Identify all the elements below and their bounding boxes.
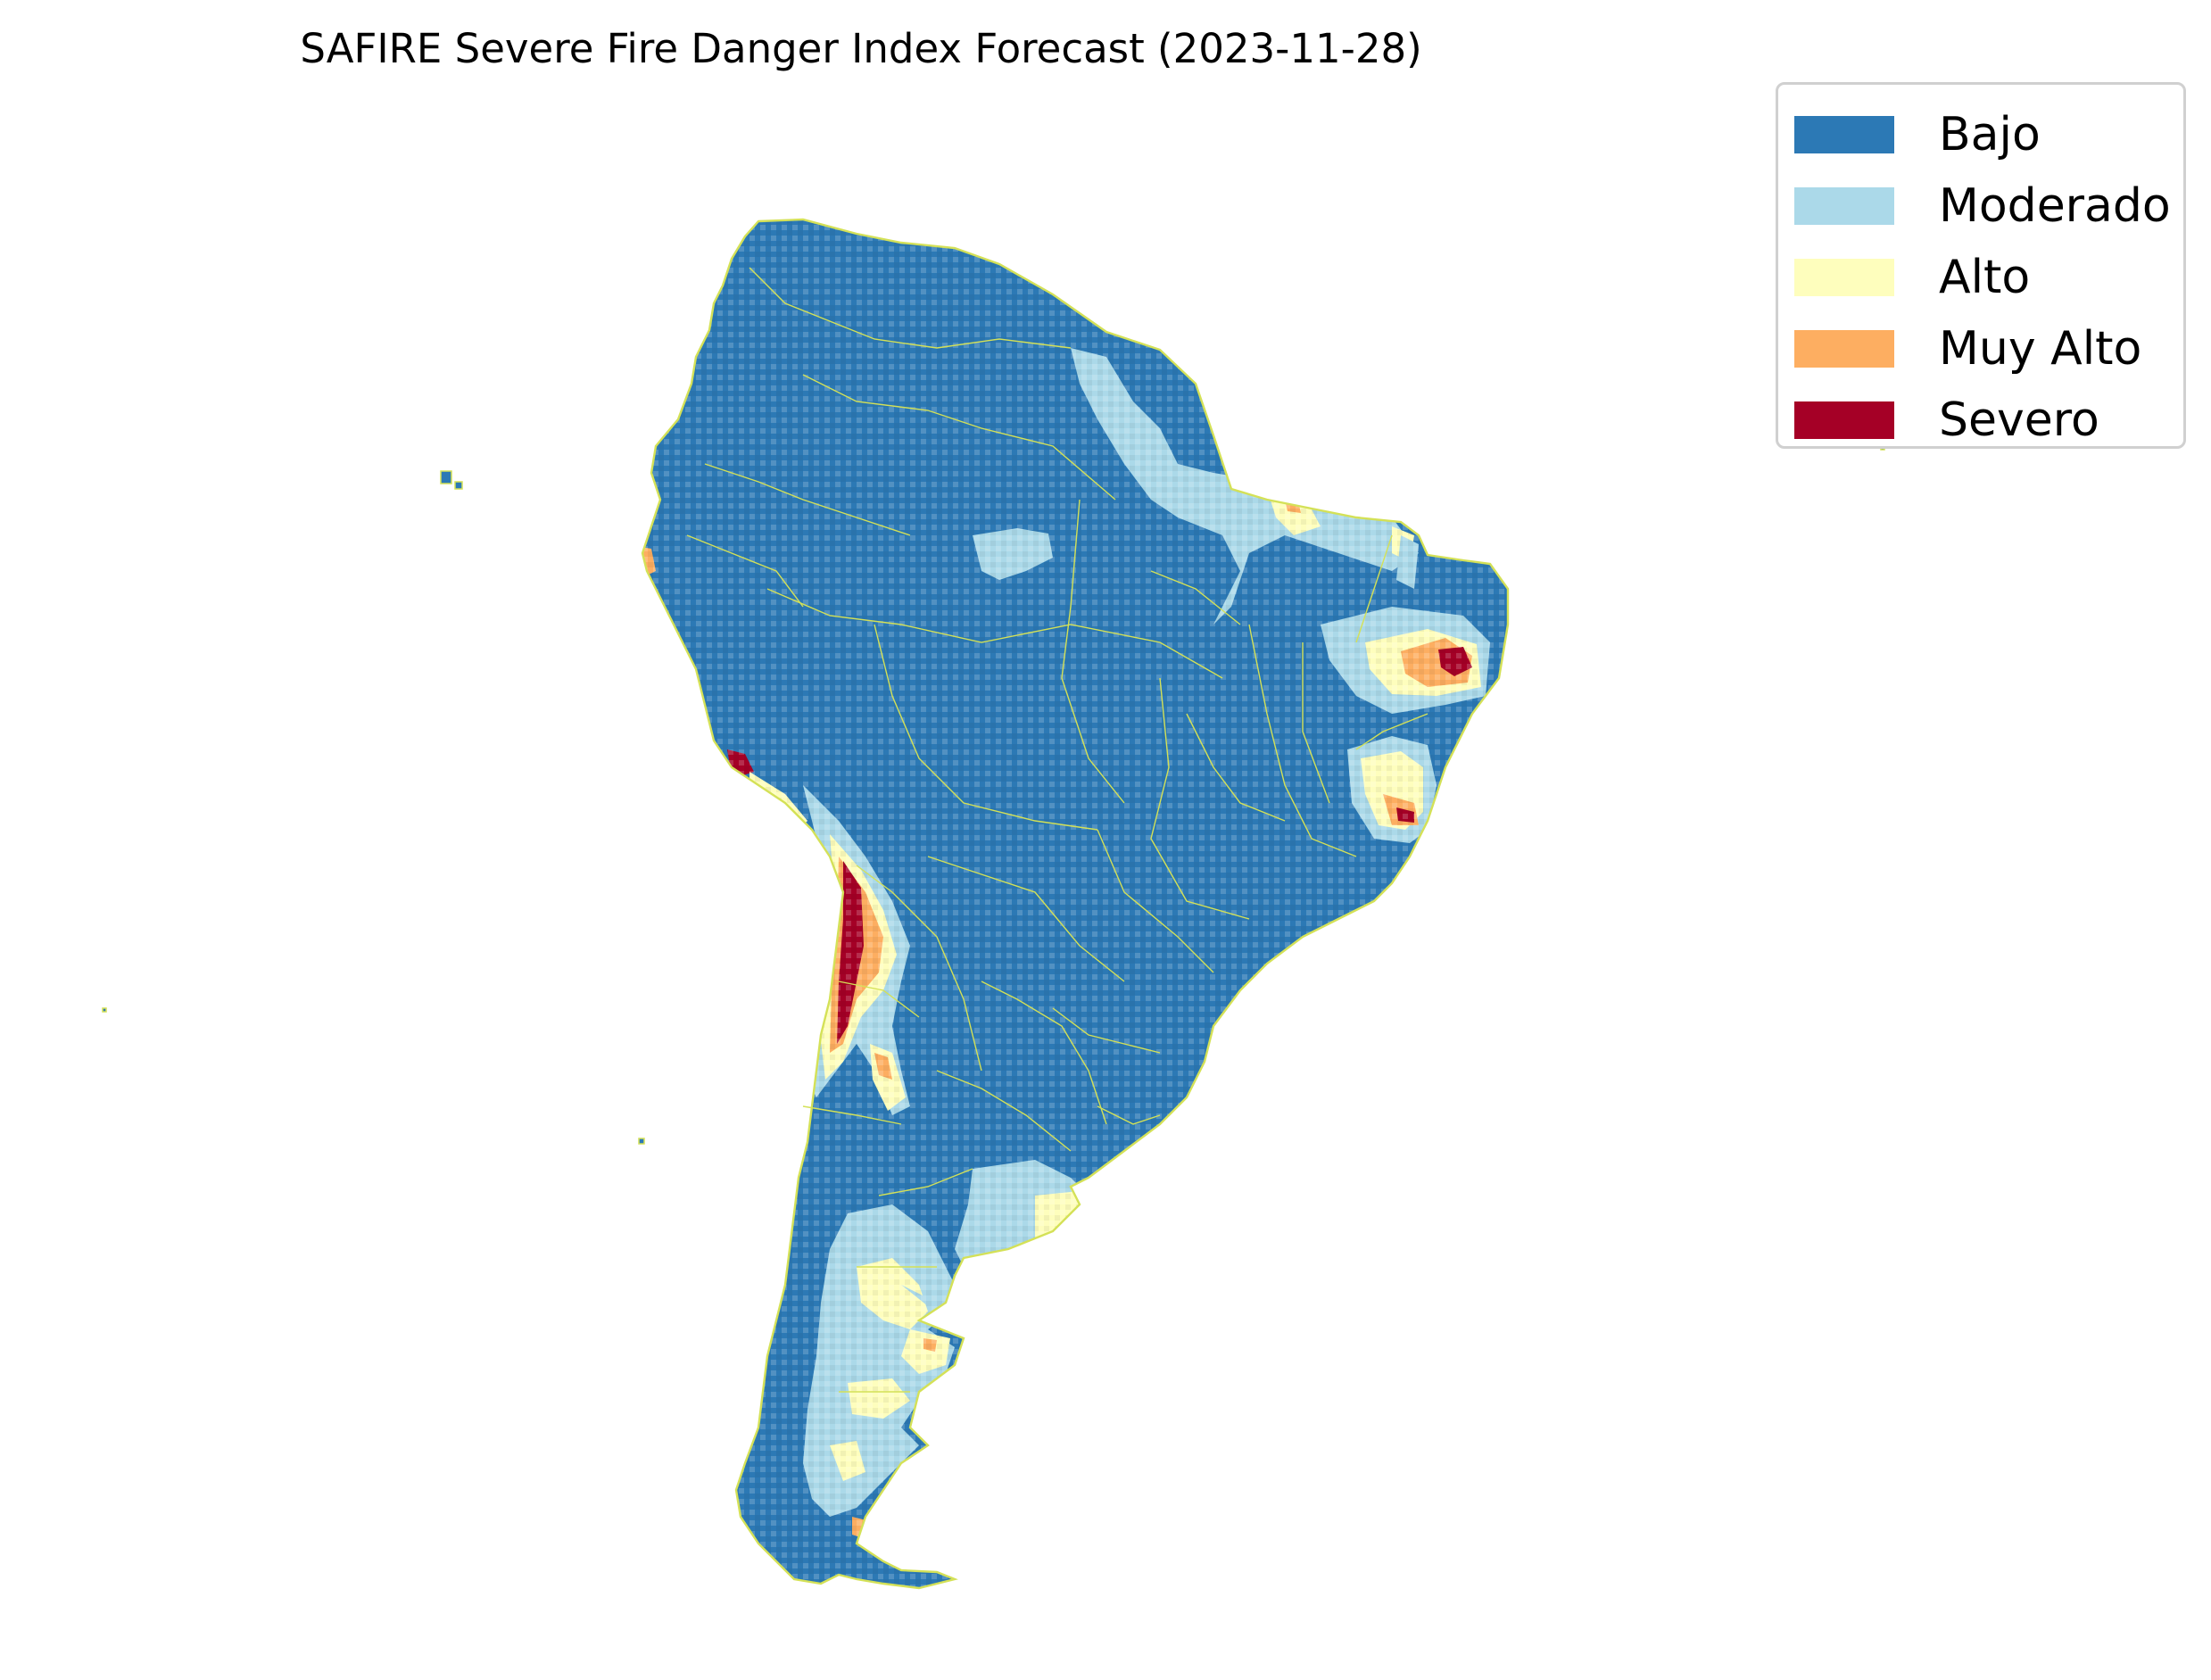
legend-label-moderado: Moderado (1939, 179, 2171, 233)
danger-layer (642, 219, 1508, 1588)
legend-swatch-bajo (1794, 116, 1894, 153)
chart-title-top: SAFIRE Severe Fire Danger Index Forecast… (300, 25, 1422, 72)
admin-borders (686, 267, 1428, 1393)
legend-item-bajo: Bajo (1794, 99, 2183, 170)
legend-item-severo: Severo (1794, 385, 2183, 456)
legend-swatch-moderado (1794, 187, 1894, 225)
legend-label-severo: Severo (1939, 393, 2099, 447)
legend-swatch-muy-alto (1794, 330, 1894, 368)
legend-label-bajo: Bajo (1939, 108, 2041, 161)
pixel-texture (642, 219, 1508, 1588)
legend-item-alto: Alto (1794, 242, 2183, 313)
legend-item-moderado: Moderado (1794, 170, 2183, 242)
legend-swatch-severo (1794, 401, 1894, 439)
map-legend: Bajo Moderado Alto Muy Alto Severo (1776, 82, 2186, 449)
legend-label-muy-alto: Muy Alto (1939, 322, 2142, 376)
legend-swatch-alto (1794, 259, 1894, 296)
legend-item-muy-alto: Muy Alto (1794, 313, 2183, 385)
legend-label-alto: Alto (1939, 251, 2031, 304)
